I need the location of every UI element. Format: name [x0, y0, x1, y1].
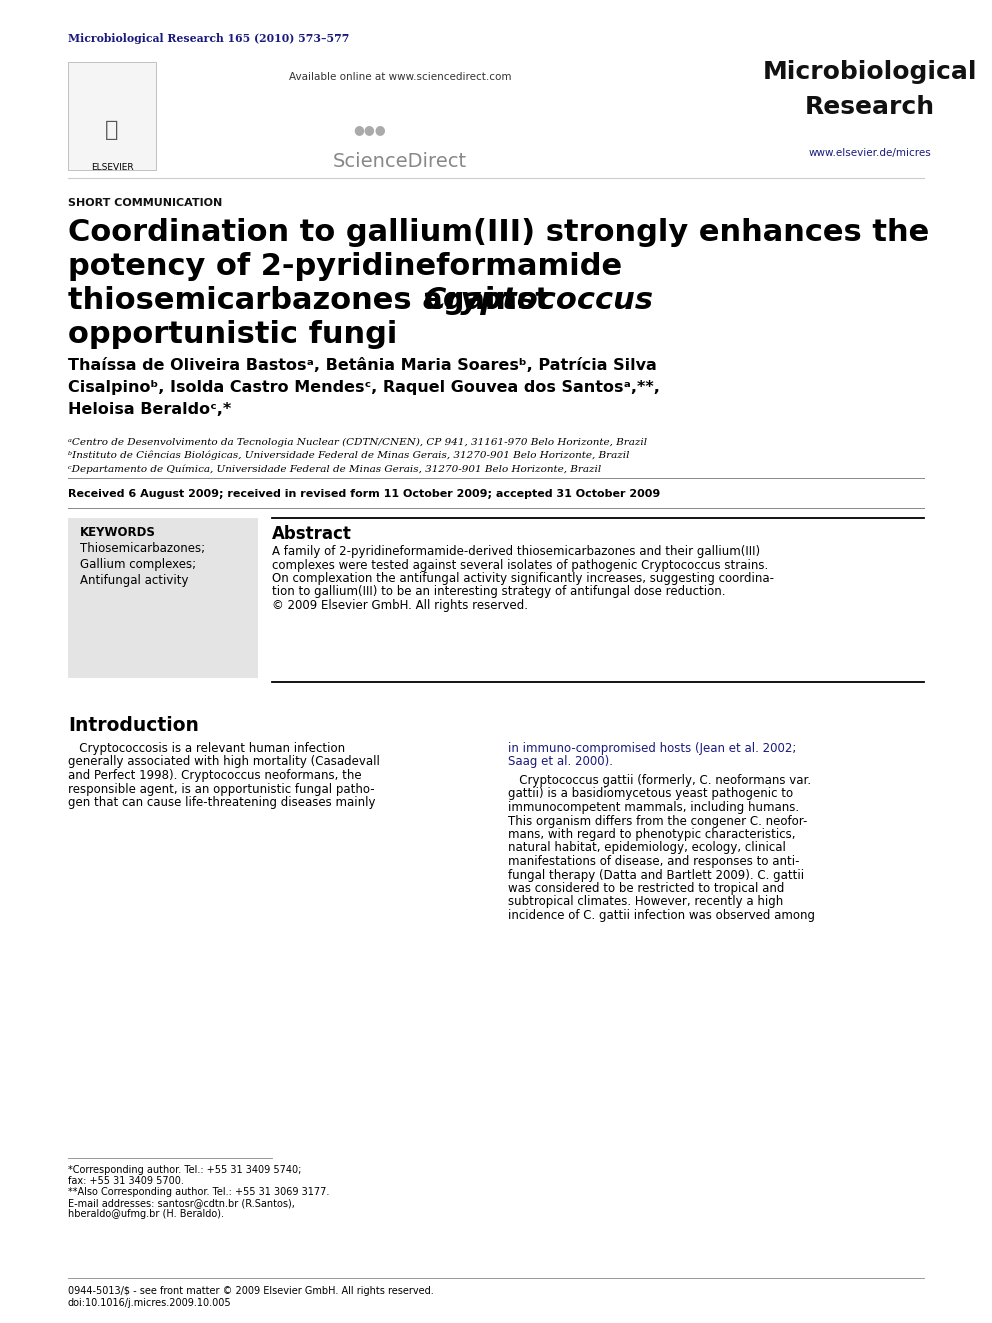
- Text: subtropical climates. However, recently a high: subtropical climates. However, recently …: [508, 896, 784, 909]
- Text: ELSEVIER: ELSEVIER: [90, 163, 133, 172]
- Text: © 2009 Elsevier GmbH. All rights reserved.: © 2009 Elsevier GmbH. All rights reserve…: [272, 599, 528, 613]
- Text: 🌳: 🌳: [105, 120, 119, 140]
- Text: Heloisa Beraldoᶜ,*: Heloisa Beraldoᶜ,*: [68, 402, 231, 417]
- Text: Available online at www.sciencedirect.com: Available online at www.sciencedirect.co…: [289, 71, 511, 82]
- Text: Microbiological: Microbiological: [763, 60, 977, 83]
- Text: ●●●: ●●●: [354, 123, 386, 136]
- Text: Antifungal activity: Antifungal activity: [80, 574, 188, 587]
- Text: Coordination to gallium(III) strongly enhances the: Coordination to gallium(III) strongly en…: [68, 218, 930, 247]
- Text: tion to gallium(III) to be an interesting strategy of antifungal dose reduction.: tion to gallium(III) to be an interestin…: [272, 586, 725, 598]
- Text: generally associated with high mortality (Casadevall: generally associated with high mortality…: [68, 755, 380, 769]
- Text: *Corresponding author. Tel.: +55 31 3409 5740;: *Corresponding author. Tel.: +55 31 3409…: [68, 1166, 302, 1175]
- Text: mans, with regard to phenotypic characteristics,: mans, with regard to phenotypic characte…: [508, 828, 796, 841]
- FancyBboxPatch shape: [68, 519, 258, 677]
- Text: Microbiological Research 165 (2010) 573–577: Microbiological Research 165 (2010) 573–…: [68, 33, 349, 44]
- Text: SHORT COMMUNICATION: SHORT COMMUNICATION: [68, 198, 222, 208]
- Text: gattii) is a basidiomycetous yeast pathogenic to: gattii) is a basidiomycetous yeast patho…: [508, 787, 794, 800]
- Text: opportunistic fungi: opportunistic fungi: [68, 320, 398, 349]
- Text: manifestations of disease, and responses to anti-: manifestations of disease, and responses…: [508, 855, 800, 868]
- Text: Introduction: Introduction: [68, 716, 198, 736]
- Text: in immuno-compromised hosts (Jean et al. 2002;: in immuno-compromised hosts (Jean et al.…: [508, 742, 797, 755]
- Text: and Perfect 1998). Cryptococcus neoformans, the: and Perfect 1998). Cryptococcus neoforma…: [68, 769, 362, 782]
- Text: **Also Corresponding author. Tel.: +55 31 3069 3177.: **Also Corresponding author. Tel.: +55 3…: [68, 1187, 329, 1197]
- Text: fax: +55 31 3409 5700.: fax: +55 31 3409 5700.: [68, 1176, 184, 1185]
- Text: complexes were tested against several isolates of pathogenic Cryptococcus strain: complexes were tested against several is…: [272, 558, 768, 572]
- Text: ᵇInstituto de Ciências Biológicas, Universidade Federal de Minas Gerais, 31270-9: ᵇInstituto de Ciências Biológicas, Unive…: [68, 451, 630, 460]
- Text: Thiosemicarbazones;: Thiosemicarbazones;: [80, 542, 205, 556]
- Text: responsible agent, is an opportunistic fungal patho-: responsible agent, is an opportunistic f…: [68, 782, 375, 795]
- Text: natural habitat, epidemiology, ecology, clinical: natural habitat, epidemiology, ecology, …: [508, 841, 786, 855]
- Text: Cryptococcosis is a relevant human infection: Cryptococcosis is a relevant human infec…: [68, 742, 345, 755]
- Text: www.elsevier.de/micres: www.elsevier.de/micres: [808, 148, 931, 157]
- Text: E-mail addresses: santosr@cdtn.br (R.Santos),: E-mail addresses: santosr@cdtn.br (R.San…: [68, 1199, 295, 1208]
- Text: On complexation the antifungal activity significantly increases, suggesting coor: On complexation the antifungal activity …: [272, 572, 774, 585]
- Text: thiosemicarbazones against: thiosemicarbazones against: [68, 286, 560, 315]
- Text: doi:10.1016/j.micres.2009.10.005: doi:10.1016/j.micres.2009.10.005: [68, 1298, 231, 1308]
- Text: hberaldo@ufmg.br (H. Beraldo).: hberaldo@ufmg.br (H. Beraldo).: [68, 1209, 224, 1218]
- Text: potency of 2-pyridineformamide: potency of 2-pyridineformamide: [68, 251, 622, 280]
- Text: gen that can cause life-threatening diseases mainly: gen that can cause life-threatening dise…: [68, 796, 376, 808]
- Text: KEYWORDS: KEYWORDS: [80, 527, 156, 538]
- Text: Cryptococcus gattii (formerly, C. neoformans var.: Cryptococcus gattii (formerly, C. neofor…: [508, 774, 811, 787]
- Text: Received 6 August 2009; received in revised form 11 October 2009; accepted 31 Oc: Received 6 August 2009; received in revi…: [68, 490, 661, 499]
- Text: Thaíssa de Oliveira Bastosᵃ, Betânia Maria Soaresᵇ, Patrícia Silva: Thaíssa de Oliveira Bastosᵃ, Betânia Mar…: [68, 359, 657, 373]
- Text: Abstract: Abstract: [272, 525, 352, 542]
- Text: This organism differs from the congener C. neofor-: This organism differs from the congener …: [508, 815, 807, 827]
- Text: was considered to be restricted to tropical and: was considered to be restricted to tropi…: [508, 882, 785, 894]
- Text: A family of 2-pyridineformamide-derived thiosemicarbazones and their gallium(III: A family of 2-pyridineformamide-derived …: [272, 545, 760, 558]
- FancyBboxPatch shape: [68, 62, 156, 169]
- Text: Cryptococcus: Cryptococcus: [424, 286, 654, 315]
- Text: fungal therapy (Datta and Bartlett 2009). C. gattii: fungal therapy (Datta and Bartlett 2009)…: [508, 868, 805, 881]
- Text: 0944-5013/$ - see front matter © 2009 Elsevier GmbH. All rights reserved.: 0944-5013/$ - see front matter © 2009 El…: [68, 1286, 434, 1297]
- Text: Saag et al. 2000).: Saag et al. 2000).: [508, 755, 613, 769]
- Text: ᶜDepartamento de Química, Universidade Federal de Minas Gerais, 31270-901 Belo H: ᶜDepartamento de Química, Universidade F…: [68, 464, 601, 474]
- Text: Gallium complexes;: Gallium complexes;: [80, 558, 196, 572]
- Text: ᵃCentro de Desenvolvimento da Tecnologia Nuclear (CDTN/CNEN), CP 941, 31161-970 : ᵃCentro de Desenvolvimento da Tecnologia…: [68, 438, 647, 447]
- Text: Cisalpinoᵇ, Isolda Castro Mendesᶜ, Raquel Gouvea dos Santosᵃ,**,: Cisalpinoᵇ, Isolda Castro Mendesᶜ, Raque…: [68, 380, 660, 396]
- Text: ScienceDirect: ScienceDirect: [333, 152, 467, 171]
- Text: incidence of C. gattii infection was observed among: incidence of C. gattii infection was obs…: [508, 909, 815, 922]
- Text: Research: Research: [805, 95, 935, 119]
- Text: immunocompetent mammals, including humans.: immunocompetent mammals, including human…: [508, 800, 800, 814]
